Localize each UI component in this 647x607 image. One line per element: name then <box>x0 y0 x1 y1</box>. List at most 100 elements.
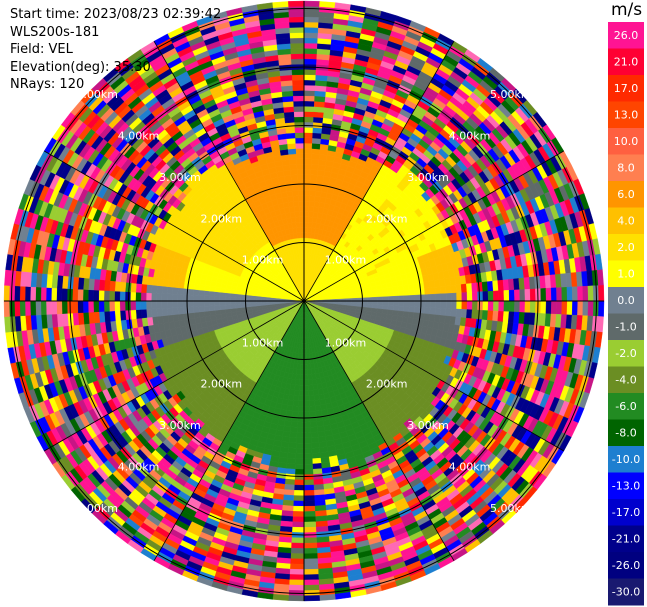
velocity-cell <box>598 300 605 317</box>
velocity-cell <box>310 421 318 428</box>
velocity-cell <box>311 373 317 380</box>
velocity-cell <box>450 308 457 318</box>
velocity-cell <box>403 289 410 297</box>
velocity-cell <box>471 291 478 302</box>
velocity-cell <box>376 288 383 294</box>
velocity-cell <box>306 353 311 360</box>
velocity-cell <box>408 289 415 296</box>
velocity-cell <box>550 287 557 302</box>
velocity-cell <box>290 421 298 428</box>
velocity-cell <box>303 221 309 228</box>
velocity-cell <box>487 300 494 312</box>
velocity-cell <box>366 297 373 302</box>
velocity-cell <box>312 457 322 465</box>
velocity-cell <box>272 593 289 601</box>
velocity-cell <box>283 489 295 496</box>
velocity-cell <box>303 79 316 86</box>
velocity-cell <box>303 521 317 528</box>
velocity-cell <box>284 478 295 486</box>
velocity-cell <box>310 436 320 444</box>
velocity-cell <box>303 542 318 549</box>
velocity-cell <box>285 468 296 475</box>
velocity-cell <box>503 290 510 302</box>
velocity-cell <box>285 409 293 417</box>
velocity-cell <box>377 296 384 302</box>
velocity-cell <box>598 285 605 302</box>
velocity-cell <box>297 405 305 412</box>
velocity-cell <box>461 300 468 310</box>
velocity-cell <box>313 484 325 491</box>
velocity-cell <box>434 286 441 295</box>
velocity-cell <box>471 300 478 311</box>
velocity-cell <box>429 300 436 309</box>
velocity-cell <box>303 227 309 233</box>
velocity-cell <box>289 558 305 565</box>
velocity-cell <box>466 291 473 302</box>
velocity-cell <box>487 290 494 302</box>
velocity-cell <box>577 286 584 302</box>
velocity-cell <box>450 292 457 302</box>
velocity-cell <box>294 479 305 486</box>
velocity-cell <box>292 400 300 407</box>
velocity-cell <box>476 282 484 293</box>
velocity-cell <box>372 300 378 306</box>
velocity-cell <box>303 526 317 533</box>
velocity-cell <box>295 458 305 465</box>
velocity-cell <box>303 0 320 7</box>
velocity-cell <box>312 137 322 145</box>
velocity-cell <box>398 295 405 302</box>
velocity-cell <box>309 405 316 412</box>
velocity-cell <box>310 431 319 438</box>
velocity-cell <box>424 307 431 315</box>
velocity-cell <box>307 374 313 381</box>
velocity-cell <box>303 437 312 444</box>
velocity-cell <box>204 310 211 317</box>
velocity-cell <box>482 300 489 311</box>
velocity-cell <box>214 309 222 316</box>
velocity-cell <box>408 294 415 302</box>
velocity-cell <box>487 310 494 322</box>
velocity-cell <box>311 148 321 155</box>
velocity-cell <box>413 288 420 296</box>
velocity-cell <box>303 95 315 102</box>
velocity-cell <box>492 310 499 322</box>
velocity-cell <box>492 280 499 292</box>
velocity-cell <box>482 291 489 302</box>
velocity-cell <box>310 368 316 375</box>
velocity-cell <box>508 300 515 313</box>
velocity-cell <box>461 292 468 302</box>
velocity-cell <box>311 153 320 160</box>
velocity-cell <box>471 309 478 320</box>
velocity-cell <box>466 300 473 311</box>
velocity-cell <box>303 411 311 418</box>
velocity-cell <box>303 116 314 123</box>
velocity-cell <box>460 309 468 319</box>
velocity-cell <box>303 490 315 497</box>
velocity-cell <box>434 307 441 316</box>
velocity-cell <box>477 291 484 302</box>
velocity-cell <box>294 384 300 391</box>
velocity-cell <box>440 293 447 302</box>
velocity-cell <box>303 384 309 391</box>
velocity-cell <box>303 137 313 144</box>
velocity-cell <box>303 200 310 207</box>
velocity-cell <box>313 478 324 486</box>
velocity-cell <box>303 174 311 181</box>
velocity-cell <box>445 285 452 294</box>
velocity-cell <box>529 288 536 302</box>
velocity-cell <box>529 300 536 314</box>
velocity-cell <box>439 285 447 295</box>
velocity-cell <box>289 563 305 570</box>
velocity-cell <box>293 500 305 507</box>
velocity-cell <box>303 511 316 518</box>
velocity-cell <box>303 26 319 34</box>
velocity-cell <box>300 363 305 370</box>
velocity-cell <box>303 579 320 586</box>
velocity-cell <box>292 516 305 523</box>
velocity-cell <box>455 308 462 318</box>
velocity-cell <box>303 37 319 44</box>
velocity-cell <box>293 495 305 502</box>
velocity-cell <box>456 292 463 302</box>
velocity-cell <box>596 316 604 333</box>
velocity-cell <box>403 305 410 313</box>
